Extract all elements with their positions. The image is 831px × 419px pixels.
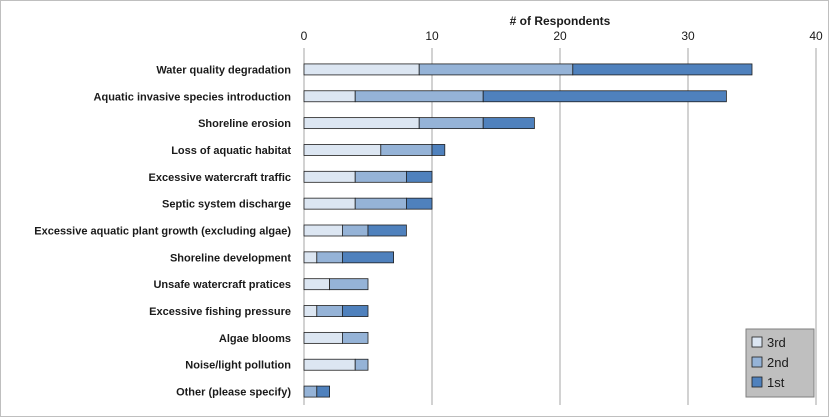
x-tick-label: 0 <box>301 29 308 43</box>
legend-swatch <box>751 336 763 348</box>
bar-segment-3rd <box>303 278 331 291</box>
bar-segment-1st <box>482 117 535 130</box>
x-tick-label: 10 <box>425 29 439 43</box>
bars <box>303 63 753 398</box>
category-label: Algae blooms <box>219 333 291 345</box>
bar-segment-3rd <box>303 117 420 130</box>
bar-segment-3rd <box>303 197 356 210</box>
bar-segment-1st <box>405 197 433 210</box>
bar-segment-2nd <box>341 331 369 344</box>
bar-segment-2nd <box>354 358 369 371</box>
legend-label: 1st <box>767 375 785 390</box>
bar-segment-3rd <box>303 305 318 317</box>
bar-segment-3rd <box>303 170 356 183</box>
bar-segment-3rd <box>303 63 420 76</box>
bar-segment-1st <box>405 170 433 183</box>
category-label: Noise/light pollution <box>185 360 291 372</box>
bar-segment-1st <box>572 63 753 76</box>
category-label: Aquatic invasive species introduction <box>94 91 292 103</box>
category-label: Loss of aquatic habitat <box>171 145 291 157</box>
category-label: Shoreline development <box>170 252 291 264</box>
category-label: Water quality degradation <box>156 64 291 76</box>
bar-segment-2nd <box>380 144 433 156</box>
legend-label: 2nd <box>767 355 789 370</box>
bar-segment-2nd <box>418 63 574 76</box>
bar-segment-3rd <box>303 331 343 344</box>
category-label: Excessive fishing pressure <box>149 306 291 318</box>
category-label: Excessive watercraft traffic <box>149 172 291 184</box>
x-tick-label: 40 <box>809 29 823 43</box>
legend-swatch <box>751 376 763 388</box>
bar-segment-1st <box>316 385 330 398</box>
category-label: Other (please specify) <box>176 387 291 399</box>
bar-segment-3rd <box>303 251 318 264</box>
category-label: Septic system discharge <box>162 199 291 211</box>
bar-segment-1st <box>431 144 446 156</box>
bar-segment-2nd <box>316 305 343 317</box>
x-tick-label: 30 <box>681 29 695 43</box>
bar-segment-2nd <box>316 251 343 264</box>
bar-segment-3rd <box>303 90 356 103</box>
category-label: Unsafe watercraft pratices <box>153 279 291 291</box>
bar-segment-1st <box>341 251 394 264</box>
bar-segment-1st <box>341 305 369 317</box>
bar-segment-2nd <box>354 197 407 210</box>
gridlines <box>303 48 817 405</box>
x-tick-label: 20 <box>553 29 567 43</box>
bar-segment-3rd <box>303 144 382 156</box>
bar-segment-2nd <box>418 117 484 130</box>
bar-segment-2nd <box>354 170 407 183</box>
category-labels: Water quality degradation Aquatic invasiv… <box>34 64 291 398</box>
category-label: Excessive aquatic plant growth (excludin… <box>34 226 291 238</box>
legend: 3rd 2nd 1st <box>745 328 815 398</box>
bar-segment-2nd <box>303 385 318 398</box>
bar-segment-3rd <box>303 224 343 237</box>
bar-segment-1st <box>482 90 727 103</box>
bar-segment-3rd <box>303 358 356 371</box>
category-label: Shoreline erosion <box>198 118 291 130</box>
bar-segment-2nd <box>341 224 369 237</box>
x-tick-labels: 0 10 20 30 40 <box>301 29 823 43</box>
bar-segment-2nd <box>354 90 484 103</box>
legend-swatch <box>751 356 763 368</box>
bar-segment-2nd <box>329 278 369 291</box>
x-axis-title: # of Respondents <box>510 14 611 28</box>
bar-segment-1st <box>367 224 407 237</box>
legend-label: 3rd <box>767 335 786 350</box>
